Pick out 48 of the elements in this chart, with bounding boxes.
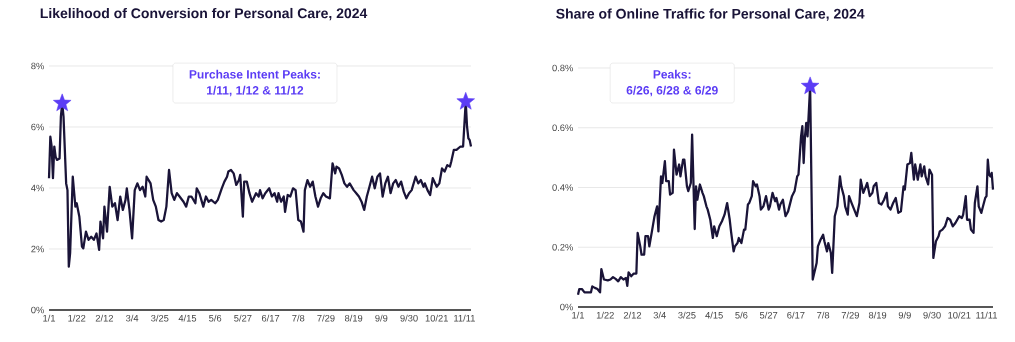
- x-tick-label: 5/27: [759, 311, 778, 319]
- y-tick-label: 0.2%: [552, 243, 573, 251]
- y-tick-label: 0%: [31, 306, 44, 314]
- annotation: 1/11, 1/12 & 11/12: [206, 85, 304, 97]
- x-tick-label: 5/6: [209, 314, 222, 322]
- x-tick-label: 7/8: [292, 314, 305, 322]
- x-tick-label: 8/19: [344, 314, 363, 322]
- x-tick-label: 11/11: [454, 314, 475, 322]
- x-tick-label: 3/4: [125, 314, 139, 322]
- x-tick-label: 3/4: [653, 311, 666, 319]
- y-tick-label: 0%: [560, 303, 573, 311]
- x-tick-label: 7/8: [817, 311, 830, 319]
- chart-title: Likelihood of Conversion for Personal Care, 2024: [40, 7, 368, 21]
- y-tick-label: 2%: [31, 245, 44, 253]
- y-tick-label: 8%: [31, 62, 44, 70]
- x-tick-label: 6/17: [261, 314, 280, 322]
- x-tick-label: 4/15: [178, 314, 197, 322]
- x-tick-label: 9/9: [898, 311, 911, 319]
- y-tick-label: 0.6%: [552, 124, 573, 132]
- x-tick-label: 3/25: [151, 314, 169, 322]
- x-tick-label: 3/25: [678, 311, 696, 319]
- x-tick-label: 1/1: [43, 314, 56, 322]
- x-tick-label: 10/21: [948, 311, 971, 319]
- x-tick-label: 7/29: [317, 314, 335, 322]
- x-tick-label: 9/30: [923, 311, 941, 319]
- x-tick-label: 10/21: [425, 314, 448, 322]
- annotation: 6/26, 6/28 & 6/29: [626, 85, 718, 97]
- x-tick-label: 1/22: [596, 311, 614, 319]
- x-tick-label: 4/15: [705, 311, 723, 319]
- x-tick-label: 8/19: [868, 311, 887, 319]
- x-tick-label: 5/27: [234, 314, 252, 322]
- x-tick-label: 7/29: [841, 311, 859, 319]
- y-tick-label: 4%: [31, 184, 44, 192]
- x-tick-label: 9/9: [375, 314, 388, 322]
- x-tick-label: 9/30: [400, 314, 418, 322]
- annotation: Purchase Intent Peaks:: [189, 69, 320, 79]
- annotation: Peaks:: [653, 69, 691, 79]
- y-tick-label: 6%: [31, 123, 44, 131]
- x-tick-label: 2/12: [95, 314, 114, 322]
- x-tick-label: 1/22: [68, 314, 86, 322]
- x-tick-label: 5/6: [735, 311, 748, 319]
- x-tick-label: 11/11: [976, 311, 998, 319]
- y-tick-label: 0.8%: [552, 64, 573, 72]
- x-tick-label: 6/17: [787, 311, 805, 319]
- y-tick-label: 0.4%: [552, 184, 573, 191]
- x-tick-label: 2/12: [623, 311, 642, 319]
- x-tick-label: 1/1: [572, 311, 585, 319]
- chart-title: Share of Online Traffic for Personal Care, 2024: [556, 8, 865, 21]
